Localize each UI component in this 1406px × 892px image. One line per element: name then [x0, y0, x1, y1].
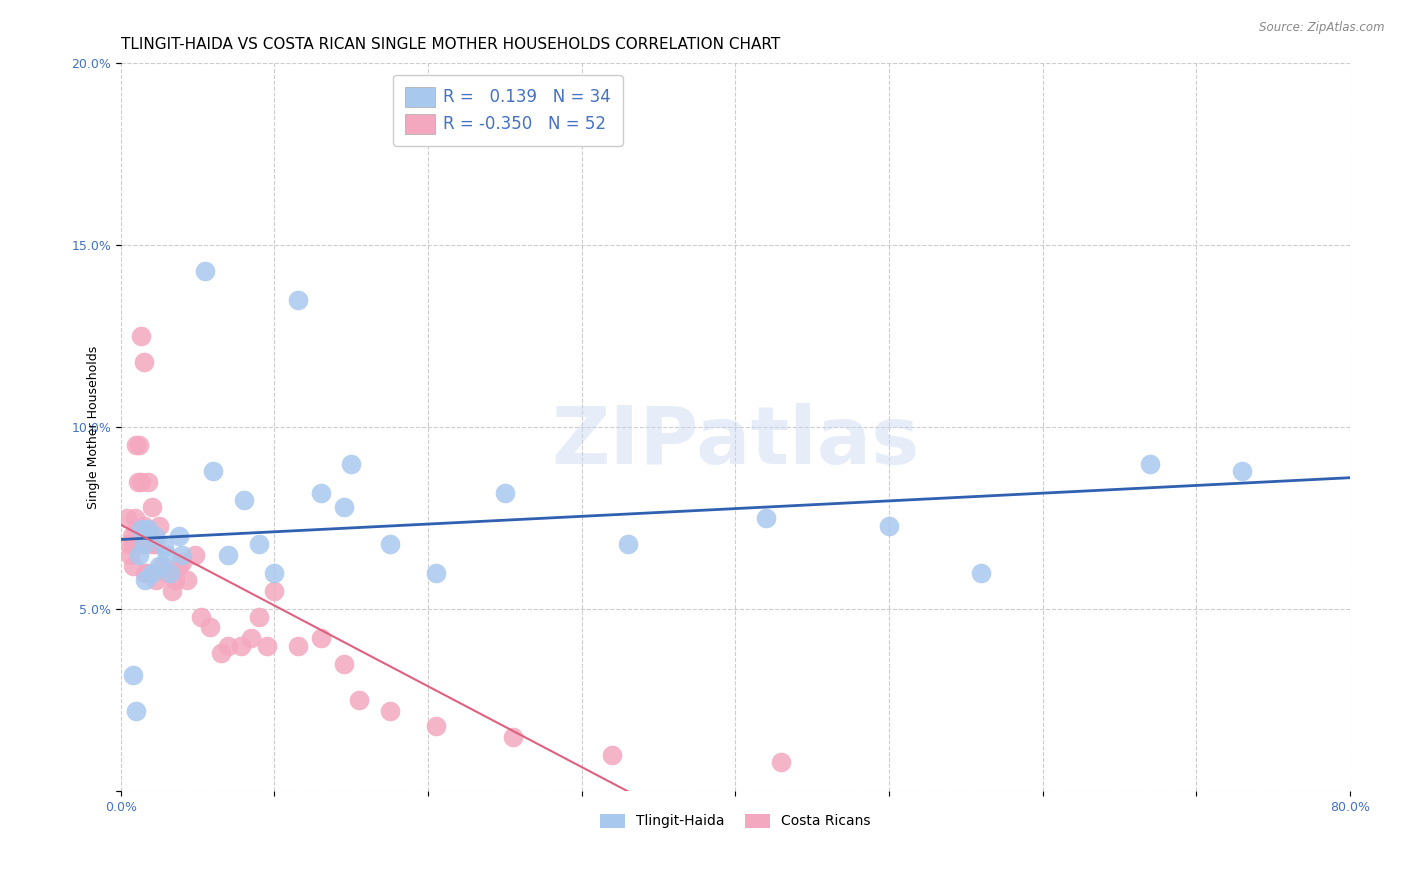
Point: [309, 632, 332, 646]
Point: [127, 475, 149, 489]
Legend: Tlingit-Haida, Costa Ricans: Tlingit-Haida, Costa Ricans: [593, 806, 877, 835]
Point: [247, 537, 270, 551]
Point: [163, 573, 186, 587]
Point: [125, 522, 148, 536]
Point: [287, 293, 309, 307]
Point: [263, 566, 285, 580]
Point: [160, 584, 183, 599]
Point: [263, 584, 285, 599]
Point: [136, 566, 159, 580]
Point: [217, 639, 239, 653]
Text: TLINGIT-HAIDA VS COSTA RICAN SINGLE MOTHER HOUSEHOLDS CORRELATION CHART: TLINGIT-HAIDA VS COSTA RICAN SINGLE MOTH…: [121, 37, 780, 53]
Point: [128, 548, 150, 562]
Point: [332, 500, 354, 515]
Text: ZIPatlas: ZIPatlas: [551, 403, 920, 481]
Point: [332, 657, 354, 671]
Point: [190, 609, 212, 624]
Point: [970, 566, 993, 580]
Point: [132, 537, 155, 551]
Point: [143, 537, 166, 551]
Point: [129, 329, 152, 343]
Point: [198, 620, 221, 634]
Point: [1139, 457, 1161, 471]
Point: [167, 529, 190, 543]
Point: [122, 537, 145, 551]
Point: [256, 639, 278, 653]
Point: [229, 639, 252, 653]
Point: [122, 667, 145, 681]
Point: [134, 566, 156, 580]
Point: [156, 566, 179, 580]
Point: [309, 485, 332, 500]
Point: [153, 541, 176, 555]
Point: [121, 529, 143, 543]
Point: [120, 548, 142, 562]
Point: [172, 548, 194, 562]
Point: [617, 537, 640, 551]
Point: [194, 263, 217, 277]
Point: [232, 493, 254, 508]
Point: [138, 475, 160, 489]
Point: [202, 464, 225, 478]
Point: [378, 537, 401, 551]
Point: [217, 548, 239, 562]
Point: [125, 704, 148, 718]
Point: [340, 457, 363, 471]
Point: [141, 537, 163, 551]
Point: [877, 518, 900, 533]
Text: Source: ZipAtlas.com: Source: ZipAtlas.com: [1260, 21, 1385, 34]
Point: [117, 537, 139, 551]
Y-axis label: Single Mother Households: Single Mother Households: [87, 345, 100, 508]
Point: [287, 639, 309, 653]
Point: [425, 719, 447, 733]
Point: [176, 573, 198, 587]
Point: [141, 500, 163, 515]
Point: [145, 573, 167, 587]
Point: [134, 573, 156, 587]
Point: [115, 511, 138, 525]
Point: [124, 511, 146, 525]
Point: [209, 646, 232, 660]
Point: [150, 558, 173, 573]
Point: [143, 529, 166, 543]
Point: [602, 747, 624, 762]
Point: [138, 522, 160, 536]
Point: [247, 609, 270, 624]
Point: [755, 511, 778, 525]
Point: [131, 537, 153, 551]
Point: [156, 548, 179, 562]
Point: [148, 518, 170, 533]
Point: [183, 548, 205, 562]
Point: [125, 537, 148, 551]
Point: [141, 566, 163, 580]
Point: [425, 566, 447, 580]
Point: [148, 558, 170, 573]
Point: [172, 555, 194, 569]
Point: [494, 485, 516, 500]
Point: [129, 475, 152, 489]
Point: [132, 354, 155, 368]
Point: [129, 522, 152, 536]
Point: [502, 730, 524, 744]
Point: [770, 755, 793, 769]
Point: [378, 704, 401, 718]
Point: [1232, 464, 1254, 478]
Point: [240, 632, 263, 646]
Point: [132, 518, 155, 533]
Point: [128, 522, 150, 536]
Point: [122, 558, 145, 573]
Point: [125, 438, 148, 452]
Point: [167, 558, 190, 573]
Point: [128, 438, 150, 452]
Point: [347, 693, 370, 707]
Point: [159, 566, 181, 580]
